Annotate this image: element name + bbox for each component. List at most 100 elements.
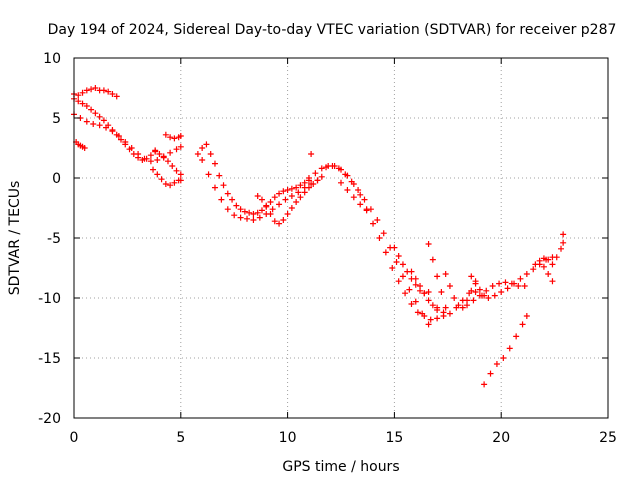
data-series-24 xyxy=(540,263,556,285)
data-point xyxy=(258,207,265,214)
data-point xyxy=(147,158,154,165)
data-point xyxy=(412,275,419,282)
data-point xyxy=(408,301,415,307)
data-point xyxy=(464,302,471,309)
data-point xyxy=(92,85,99,91)
data-point xyxy=(491,292,498,299)
data-point xyxy=(468,287,475,294)
data-point xyxy=(376,235,383,241)
data-point xyxy=(156,151,163,157)
data-point xyxy=(271,218,278,225)
axis-ticks xyxy=(73,57,609,419)
x-tick-labels: 0 5 10 15 20 25 xyxy=(70,430,617,446)
data-point xyxy=(318,165,325,172)
data-series-11 xyxy=(308,151,315,157)
data-point xyxy=(481,381,488,388)
data-point xyxy=(519,321,526,328)
y-axis-label: SDTVAR / TECUs xyxy=(7,181,23,296)
data-point xyxy=(434,273,441,280)
data-point xyxy=(218,196,225,203)
x-tick-label: 25 xyxy=(599,430,617,446)
data-point xyxy=(203,141,210,148)
data-point xyxy=(241,208,248,215)
data-point xyxy=(83,118,90,125)
data-point xyxy=(427,316,434,323)
data-point xyxy=(113,93,120,100)
data-point xyxy=(438,289,445,295)
data-series-7 xyxy=(150,166,184,189)
data-point xyxy=(521,283,528,289)
data-point xyxy=(523,313,530,319)
y-tick-label: -10 xyxy=(38,291,61,307)
data-series-8 xyxy=(194,141,312,217)
data-point xyxy=(374,217,381,223)
data-series-12 xyxy=(305,163,447,323)
data-point xyxy=(177,171,184,178)
data-point xyxy=(177,177,184,184)
data-point xyxy=(254,209,261,216)
data-point xyxy=(167,149,174,156)
data-point xyxy=(128,145,135,151)
data-point xyxy=(293,199,300,205)
data-series-23 xyxy=(532,239,567,268)
data-point xyxy=(263,202,270,209)
data-point xyxy=(90,121,97,127)
data-series-3 xyxy=(71,111,184,165)
data-point xyxy=(357,201,364,208)
data-point xyxy=(344,187,351,193)
data-point xyxy=(470,297,477,304)
data-series-6 xyxy=(162,131,184,142)
data-point xyxy=(485,295,492,301)
data-series-2 xyxy=(71,95,159,163)
data-point xyxy=(553,254,560,261)
data-point xyxy=(446,283,453,289)
data-point xyxy=(154,157,161,163)
data-point xyxy=(393,259,400,265)
data-point xyxy=(504,285,511,292)
data-point xyxy=(224,206,231,213)
data-point xyxy=(540,263,547,270)
data-point xyxy=(412,298,419,305)
data-point xyxy=(276,190,283,197)
data-point xyxy=(406,286,413,293)
data-point xyxy=(177,133,184,139)
data-point xyxy=(199,145,206,151)
data-point xyxy=(361,196,368,203)
data-point xyxy=(297,194,304,201)
data-point xyxy=(517,275,524,282)
data-point xyxy=(412,281,419,288)
data-point xyxy=(96,122,103,129)
data-series-13 xyxy=(323,163,432,328)
data-point xyxy=(508,280,515,287)
data-point xyxy=(194,151,201,157)
data-point xyxy=(276,201,283,208)
data-point xyxy=(329,163,336,169)
data-point xyxy=(280,217,287,223)
grid xyxy=(74,58,608,418)
data-point xyxy=(254,193,261,199)
data-point xyxy=(115,133,122,139)
data-point xyxy=(442,271,449,277)
x-tick-label: 10 xyxy=(279,430,297,446)
data-point xyxy=(318,173,325,180)
data-point xyxy=(342,171,349,178)
data-point xyxy=(323,164,330,171)
data-point xyxy=(288,185,295,192)
data-point xyxy=(382,249,389,256)
data-point xyxy=(335,165,342,172)
data-point xyxy=(88,86,95,93)
data-point xyxy=(545,271,552,277)
data-point xyxy=(459,304,466,311)
y-tick-label: 5 xyxy=(52,111,61,127)
data-point xyxy=(558,245,565,252)
data-point xyxy=(395,278,402,285)
data-point xyxy=(434,307,441,313)
data-point xyxy=(256,214,263,221)
data-point xyxy=(224,190,231,197)
data-series-14 xyxy=(338,179,370,214)
data-point xyxy=(305,184,312,191)
data-point xyxy=(267,211,274,217)
data-point xyxy=(455,302,462,309)
data-point xyxy=(117,136,124,143)
data-point xyxy=(402,290,409,297)
